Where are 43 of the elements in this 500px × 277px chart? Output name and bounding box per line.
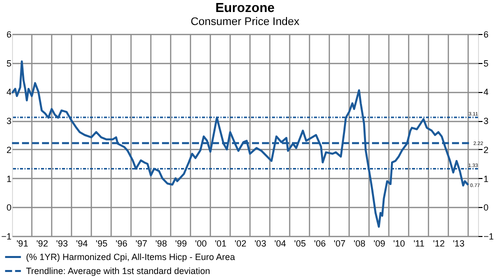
x-tick-label: '94 [76,238,88,248]
legend-label: (% 1YR) Harmonized Cpi, All-Items Hicp - Euro Area [26,252,236,262]
x-tick-label: '00 [195,238,207,248]
y-tick-label: 4 [6,87,12,98]
y2-tick-label: −1 [484,232,494,242]
x-tick-label: '10 [393,238,406,248]
y2-tick-label: 0 [484,202,489,213]
x-tick-label: '03 [254,238,266,248]
y-tick-label: 6 [6,30,12,40]
x-tick-label: '92 [36,238,48,248]
y2-tick-label: 3 [484,116,489,126]
x-tick-label: '01 [214,238,227,248]
y-tick-label: −1 [1,232,12,242]
x-tick-label: '97 [135,238,148,248]
x-tick-label: '93 [56,238,68,248]
x-tick-label: '11 [413,238,425,248]
y2-tick-label: 6 [484,30,489,40]
y2-tick-label: 4 [484,87,489,98]
x-tick-label: '08 [354,238,366,248]
y2-tick-label: 5 [484,58,489,68]
y2-tick-label: 2 [484,144,489,155]
x-tick-label: '13 [452,238,465,248]
x-tick-label: '12 [432,238,445,248]
x-tick-label: '95 [96,238,108,248]
chart-title: Eurozone [215,0,275,15]
y-tick-label: 3 [6,116,12,126]
y-tick-label: 2 [6,144,12,155]
x-tick-label: '98 [155,238,168,248]
x-tick-label: '05 [294,238,306,248]
x-tick-label: '91 [16,238,28,248]
x-tick-label: '96 [116,238,128,248]
x-tick-label: '02 [234,238,246,248]
y-tick-label: 5 [6,58,12,68]
chart-subtitle: Consumer Price Index [190,16,300,28]
legend-label: Trendline: Average with 1st standard deviation [26,266,210,276]
y-tick-label: 0 [6,202,12,213]
x-tick-label: '04 [274,238,286,248]
x-tick-label: '06 [314,238,326,248]
y2-tick-label: 1 [484,174,489,184]
x-tick-label: '07 [334,238,346,248]
x-tick-label: '09 [373,238,386,248]
y-tick-label: 1 [6,174,12,184]
x-tick-label: '99 [175,238,187,248]
